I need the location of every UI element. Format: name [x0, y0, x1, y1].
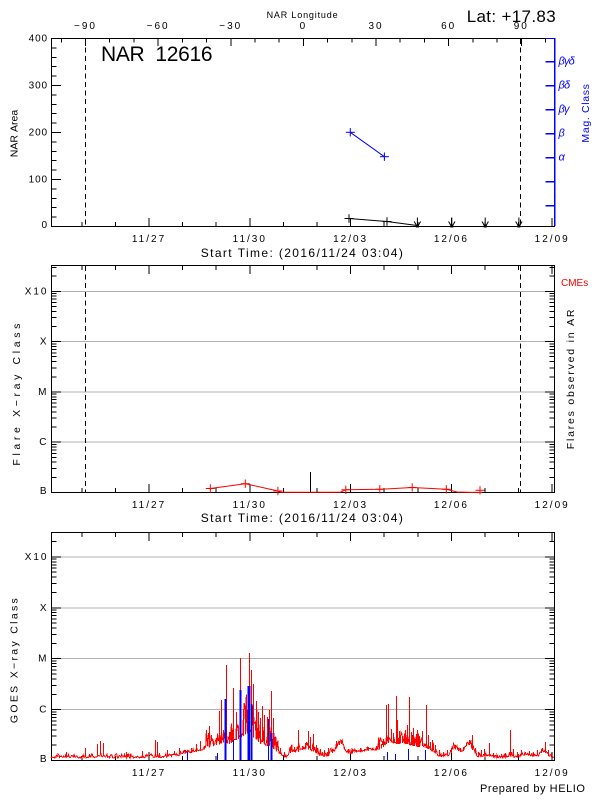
svg-text:12/09: 12/09: [535, 768, 570, 779]
svg-text:−30: −30: [219, 21, 242, 32]
svg-text:Mag. Class: Mag. Class: [580, 83, 592, 142]
svg-text:X: X: [40, 337, 49, 348]
svg-text:M: M: [38, 654, 48, 665]
svg-text:200: 200: [29, 128, 48, 139]
svg-text:βγδ: βγδ: [558, 55, 576, 67]
svg-text:−60: −60: [147, 21, 170, 32]
svg-text:Prepared by HELIO: Prepared by HELIO: [480, 783, 586, 795]
svg-text:B: B: [40, 486, 49, 497]
svg-text:C: C: [39, 705, 48, 716]
svg-text:B: B: [40, 754, 49, 765]
svg-text:12/03: 12/03: [333, 500, 368, 511]
svg-text:300: 300: [29, 81, 48, 92]
svg-text:NAR Longitude: NAR Longitude: [267, 10, 339, 20]
svg-text:0: 0: [42, 220, 48, 231]
svg-text:α: α: [559, 151, 566, 163]
svg-text:12/03: 12/03: [333, 234, 368, 245]
svg-text:Start Time: (2016/11/24 03:04): Start Time: (2016/11/24 03:04): [201, 246, 405, 260]
svg-text:12/06: 12/06: [434, 500, 469, 511]
svg-text:11/30: 11/30: [233, 500, 267, 511]
svg-text:12/06: 12/06: [434, 768, 469, 779]
svg-text:C: C: [39, 437, 48, 448]
svg-text:400: 400: [29, 34, 48, 45]
svg-text:Flare X−ray Class: Flare X−ray Class: [11, 320, 23, 466]
svg-text:GOES X−ray Class: GOES X−ray Class: [9, 596, 21, 723]
svg-text:Flares observed in AR: Flares observed in AR: [565, 308, 577, 449]
svg-text:β: β: [558, 127, 566, 139]
svg-text:90: 90: [514, 21, 529, 32]
svg-text:−90: −90: [74, 21, 97, 32]
svg-text:X10: X10: [25, 552, 49, 563]
svg-text:60: 60: [441, 21, 456, 32]
svg-text:Lat: +17.83: Lat: +17.83: [467, 7, 556, 26]
svg-text:11/30: 11/30: [233, 234, 267, 245]
svg-text:βγ: βγ: [558, 103, 571, 115]
svg-text:M: M: [38, 387, 48, 398]
svg-text:NAR 12616: NAR 12616: [101, 43, 212, 66]
svg-text:12/09: 12/09: [535, 500, 570, 511]
svg-text:12/09: 12/09: [535, 234, 570, 245]
svg-text:0: 0: [300, 21, 308, 32]
svg-text:12/06: 12/06: [434, 234, 469, 245]
svg-text:30: 30: [368, 21, 383, 32]
svg-text:X10: X10: [25, 286, 49, 297]
svg-text:11/27: 11/27: [132, 234, 166, 245]
svg-text:11/27: 11/27: [132, 768, 166, 779]
svg-text:11/27: 11/27: [132, 500, 166, 511]
svg-text:Start Time: (2016/11/24 03:04): Start Time: (2016/11/24 03:04): [201, 511, 405, 525]
svg-text:11/30: 11/30: [233, 768, 267, 779]
svg-text:NAR Area: NAR Area: [9, 110, 21, 158]
svg-text:CMEs: CMEs: [561, 278, 588, 289]
svg-text:100: 100: [29, 175, 48, 186]
svg-text:12/03: 12/03: [333, 768, 368, 779]
svg-text:X: X: [40, 603, 49, 614]
svg-text:βδ: βδ: [558, 79, 571, 91]
